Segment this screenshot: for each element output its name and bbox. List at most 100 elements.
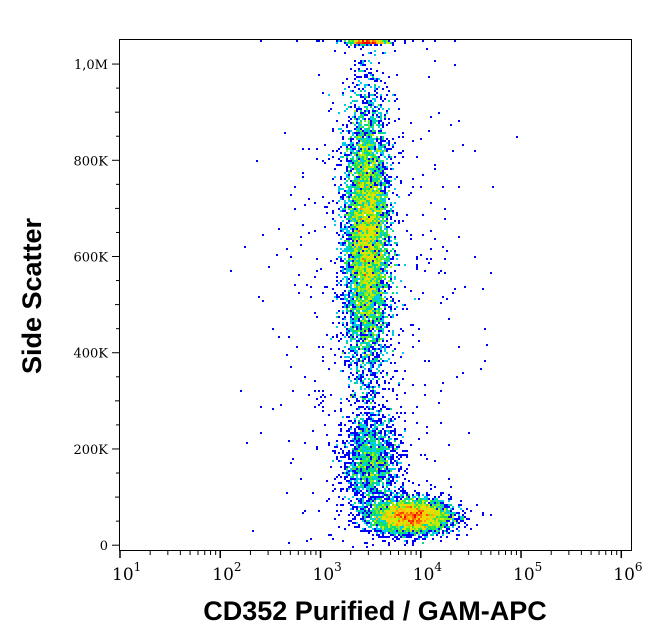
density-cell: [350, 140, 352, 142]
density-cell: [352, 458, 354, 460]
density-cell: [364, 484, 366, 486]
density-cell: [402, 482, 404, 484]
density-cell: [358, 122, 360, 124]
density-cell: [382, 190, 384, 192]
density-cell: [416, 266, 418, 268]
density-cell: [346, 234, 348, 236]
density-cell: [370, 132, 372, 134]
density-cell: [368, 146, 370, 148]
density-cell: [372, 486, 374, 488]
density-cell: [438, 528, 440, 530]
density-cell: [366, 270, 368, 272]
density-cell: [362, 192, 364, 194]
density-cell: [346, 272, 348, 274]
density-cell: [368, 94, 370, 96]
density-cell: [406, 540, 408, 542]
density-cell: [340, 188, 342, 190]
density-cell: [366, 312, 368, 314]
density-cell: [354, 456, 356, 458]
density-cell: [362, 172, 364, 174]
density-cell: [406, 512, 408, 514]
density-cell: [352, 244, 354, 246]
density-cell: [362, 278, 364, 280]
density-cell: [410, 506, 412, 508]
density-cell: [392, 456, 394, 458]
density-cell: [380, 504, 382, 506]
density-cell: [346, 452, 348, 454]
density-cell: [426, 458, 428, 460]
density-cell: [362, 446, 364, 448]
density-cell: [308, 198, 310, 200]
density-cell: [380, 196, 382, 198]
density-cell: [390, 316, 392, 318]
density-cell: [364, 446, 366, 448]
density-cell: [346, 474, 348, 476]
density-cell: [434, 528, 436, 530]
density-cell: [372, 372, 374, 374]
density-cell: [352, 148, 354, 150]
density-cell: [380, 456, 382, 458]
density-cell: [362, 316, 364, 318]
density-cell: [348, 264, 350, 266]
density-cell: [416, 538, 418, 540]
density-cell: [350, 270, 352, 272]
density-cell: [368, 214, 370, 216]
density-cell: [374, 214, 376, 216]
density-cell: [358, 226, 360, 228]
density-cell: [366, 162, 368, 164]
density-cell: [424, 532, 426, 534]
density-cell: [356, 196, 358, 198]
density-cell: [362, 238, 364, 240]
density-cell: [374, 148, 376, 150]
density-cell: [348, 306, 350, 308]
density-cell: [384, 304, 386, 306]
density-cell: [360, 380, 362, 382]
density-cell: [380, 318, 382, 320]
density-cell: [322, 196, 324, 198]
density-cell: [394, 220, 396, 222]
density-cell: [260, 432, 262, 434]
density-cell: [344, 110, 346, 112]
density-cell: [350, 274, 352, 276]
density-cell: [398, 520, 400, 522]
density-cell: [386, 504, 388, 506]
density-cell: [384, 448, 386, 450]
density-cell: [346, 230, 348, 232]
density-cell: [354, 172, 356, 174]
density-cell: [390, 274, 392, 276]
density-cell: [388, 122, 390, 124]
density-cell: [356, 368, 358, 370]
density-cell: [368, 454, 370, 456]
density-cell: [296, 40, 298, 42]
density-cell: [290, 366, 292, 368]
density-cell: [374, 94, 376, 96]
density-cell: [338, 192, 340, 194]
density-cell: [404, 304, 406, 306]
density-cell: [360, 424, 362, 426]
density-cell: [350, 256, 352, 258]
density-cell: [344, 352, 346, 354]
density-cell: [362, 464, 364, 466]
density-cell: [434, 496, 436, 498]
density-cell: [358, 236, 360, 238]
density-cell: [396, 536, 398, 538]
density-cell: [432, 534, 434, 536]
density-cell: [366, 524, 368, 526]
density-cell: [348, 520, 350, 522]
density-cell: [370, 426, 372, 428]
density-cell: [464, 516, 466, 518]
density-cell: [362, 514, 364, 516]
density-cell: [388, 470, 390, 472]
density-cell: [390, 338, 392, 340]
density-cell: [384, 308, 386, 310]
density-cell: [382, 198, 384, 200]
density-cell: [388, 516, 390, 518]
density-cell: [424, 524, 426, 526]
density-cell: [370, 414, 372, 416]
density-cell: [382, 506, 384, 508]
density-cell: [346, 260, 348, 262]
density-cell: [372, 104, 374, 106]
density-cell: [334, 50, 336, 52]
density-cell: [414, 508, 416, 510]
density-cell: [400, 456, 402, 458]
